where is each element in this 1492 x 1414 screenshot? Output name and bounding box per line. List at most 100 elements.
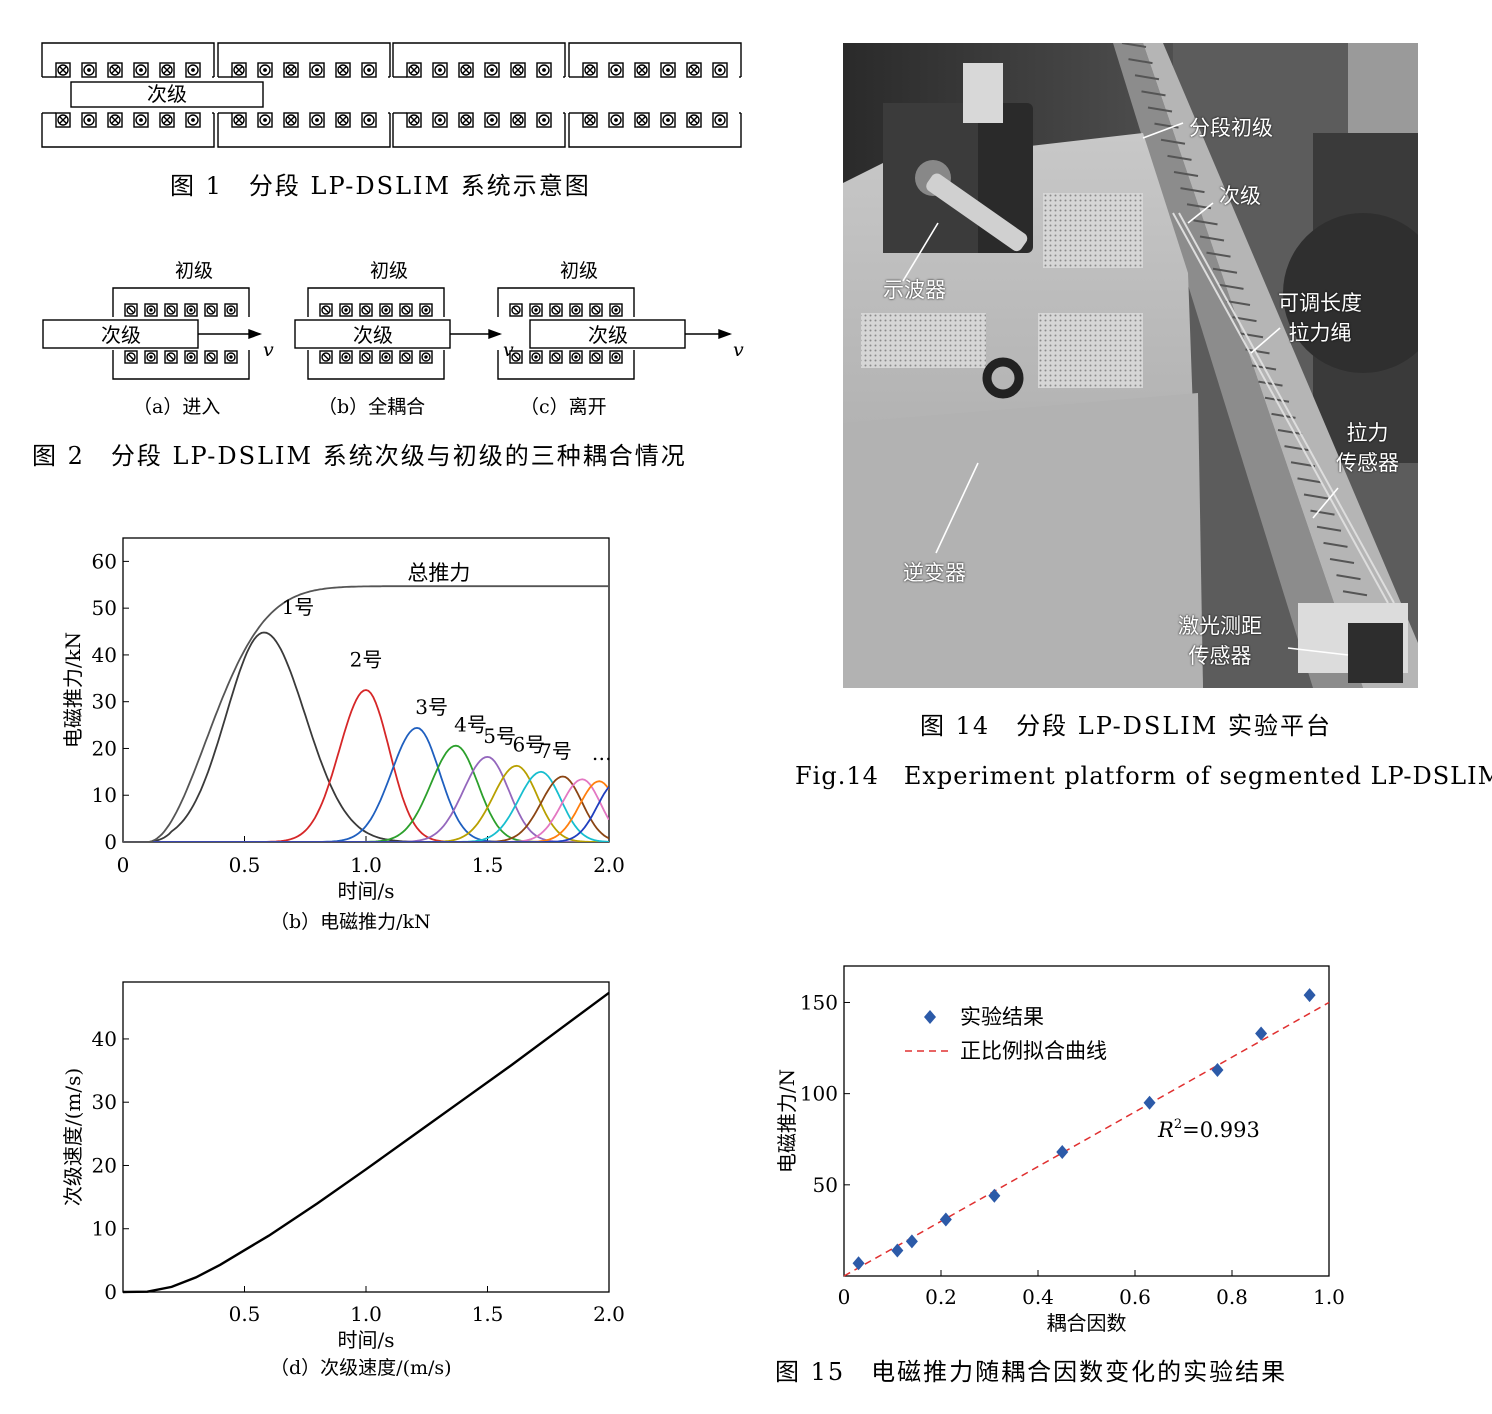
peak-label: 4号: [454, 713, 487, 737]
coil-symbol: [636, 114, 648, 126]
secondary-label: 次级: [101, 323, 141, 347]
rail-tick: [1297, 477, 1322, 484]
rail-tick: [1199, 235, 1225, 242]
velocity-arrowhead: [488, 329, 503, 339]
core-outline: [392, 42, 566, 77]
coil-dot: [189, 355, 193, 359]
y-tick-label: 100: [800, 1082, 838, 1106]
coil-dot: [344, 355, 348, 359]
y-axis-label: 电磁推力/kN: [61, 632, 85, 748]
label-inverter: 逆变器: [903, 561, 966, 585]
coil-symbol: [511, 305, 521, 315]
coil-symbol: [421, 305, 431, 315]
rail-tick: [1238, 332, 1264, 339]
coil-symbol: [337, 114, 349, 126]
coil-symbol: [591, 305, 601, 315]
coil-symbol: [146, 352, 156, 362]
coil-cross: [322, 306, 330, 314]
y-tick-label: 40: [92, 1027, 117, 1051]
coil-cross: [514, 66, 522, 74]
peak-label: 5号: [483, 724, 516, 748]
data-point: [1211, 1062, 1224, 1077]
legend-label-fit: 正比例拟合曲线: [960, 1039, 1107, 1063]
coil-dot: [263, 68, 267, 72]
y-tick-label: 20: [92, 736, 117, 760]
label-force-sensor: 拉力 传感器: [1336, 418, 1399, 478]
coil-cross: [592, 306, 600, 314]
coil-symbol: [408, 64, 420, 76]
rail-tick: [1277, 429, 1303, 435]
coupling-chart: 0 0.2 0.4 0.6 0.8 1.0 50 100 150 耦合因数 电磁推力/N 实验结果正比…: [775, 965, 1345, 1335]
velocity-label: v: [503, 339, 514, 361]
label-laser-line1: 激光测距: [1178, 614, 1262, 638]
coil-dot: [614, 118, 618, 122]
coil-symbol: [531, 352, 541, 362]
coil-symbol: [341, 352, 351, 362]
coil-symbol: [512, 64, 524, 76]
thrust-series-2: [123, 689, 609, 842]
coil-symbol: [57, 114, 69, 126]
coil-symbol: [571, 305, 581, 315]
velocity-label: v: [263, 339, 274, 361]
coil-symbol: [486, 114, 498, 126]
velocity-line: [122, 991, 610, 1294]
coil-cross: [167, 306, 175, 314]
coil-symbol: [337, 64, 349, 76]
coil-cross: [207, 306, 215, 314]
coil-symbol: [688, 64, 700, 76]
coil-cross: [462, 66, 470, 74]
peak-label: 3号: [415, 695, 448, 719]
coil-dot: [229, 308, 233, 312]
label-rope-line2: 拉力绳: [1288, 321, 1352, 345]
rail-tick: [1290, 461, 1316, 468]
coil-symbol: [146, 305, 156, 315]
rail-tick: [1141, 90, 1166, 97]
data-point: [1056, 1145, 1069, 1159]
thrust-series-1: [123, 631, 609, 842]
coil-dot: [149, 308, 153, 312]
peak-label-ellipsis: …: [592, 741, 612, 765]
coil-cross: [512, 353, 520, 361]
coil-symbol: [161, 64, 173, 76]
coil-symbol: [610, 64, 622, 76]
thrust-series-9: [123, 778, 609, 842]
fig2-subcaption-a: （a）进入: [133, 396, 221, 418]
coil-symbol: [662, 64, 674, 76]
coil-dot: [490, 68, 494, 72]
data-point: [1255, 1026, 1268, 1041]
peak-label: 1号: [282, 595, 315, 619]
rail-tick: [1173, 171, 1199, 177]
coil-dot: [542, 118, 546, 122]
coil-cross: [207, 353, 215, 361]
y-tick-label: 40: [92, 643, 117, 667]
peak-label: 6号: [512, 733, 545, 757]
core-outline: [41, 113, 215, 148]
core-outline: [568, 42, 742, 77]
rail-tick: [1329, 558, 1355, 564]
rail-tick: [1167, 154, 1192, 161]
primary-top-core: [307, 287, 445, 317]
coil-symbol: [511, 352, 521, 362]
x-tick-label: 2.0: [593, 1302, 625, 1326]
core-outline: [217, 42, 391, 77]
coil-cross: [235, 66, 243, 74]
coil-symbol: [460, 64, 472, 76]
coil-symbol: [126, 305, 136, 315]
coil-dot: [384, 308, 388, 312]
coil-symbol: [206, 352, 216, 362]
coil-symbol: [341, 305, 351, 315]
thrust-series-5: [123, 755, 609, 842]
coil-dot: [149, 355, 153, 359]
coil-dot: [534, 355, 538, 359]
thrust-subcaption: （b）电磁推力/kN: [270, 911, 431, 933]
coil-cross: [127, 353, 135, 361]
coil-symbol: [259, 64, 271, 76]
coil-symbol: [512, 114, 524, 126]
coil-dot: [424, 308, 428, 312]
primary-bottom-core: [112, 350, 250, 380]
coil-symbol: [166, 352, 176, 362]
primary-top-core: [497, 287, 635, 317]
coil-symbol: [206, 305, 216, 315]
fig1-schematic: 次级: [41, 42, 742, 148]
y-axis-label: 次级速度/(m/s): [61, 1068, 85, 1206]
